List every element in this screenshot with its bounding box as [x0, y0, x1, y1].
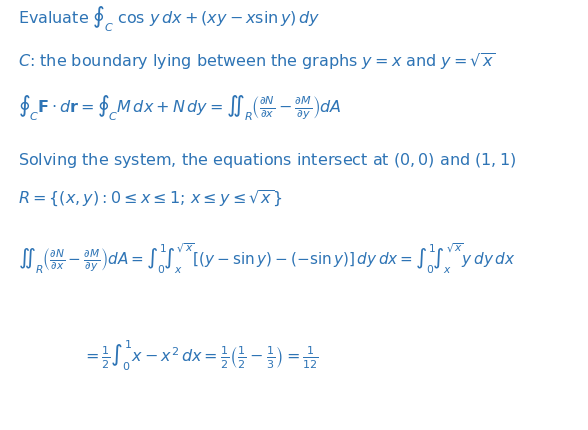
Text: Solving the system, the equations intersect at $(0,0)$ and $(1,1)$: Solving the system, the equations inters…	[18, 150, 516, 169]
Text: Evaluate $\oint_C$ cos $y\, dx + (xy - x\sin y)\, dy$: Evaluate $\oint_C$ cos $y\, dx + (xy - x…	[18, 5, 320, 34]
Text: $C$: the boundary lying between the graphs $y = x$ and $y = \sqrt{x}$: $C$: the boundary lying between the grap…	[18, 51, 495, 71]
Text: $\iint_R \left(\frac{\partial N}{\partial x} - \frac{\partial M}{\partial y}\rig: $\iint_R \left(\frac{\partial N}{\partia…	[18, 242, 515, 276]
Text: $= \frac{1}{2}\int_0^1 x - x^2\,dx = \frac{1}{2}\left(\frac{1}{2} - \frac{1}{3}\: $= \frac{1}{2}\int_0^1 x - x^2\,dx = \fr…	[82, 338, 319, 372]
Text: $R = \{(x, y): 0 \leq x \leq 1;\, x \leq y \leq \sqrt{x}\}$: $R = \{(x, y): 0 \leq x \leq 1;\, x \leq…	[18, 188, 282, 209]
Text: $\oint_C \mathbf{F} \cdot d\mathbf{r} = \oint_C M\,dx + N\,dy = \iint_R \left(\f: $\oint_C \mathbf{F} \cdot d\mathbf{r} = …	[18, 94, 342, 123]
